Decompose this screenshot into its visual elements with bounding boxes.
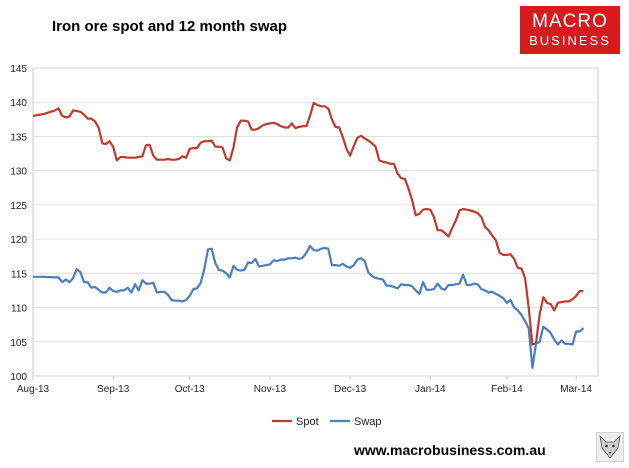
y-tick-label: 115 — [11, 269, 27, 280]
website-url: www.macrobusiness.com.au — [354, 442, 546, 458]
legend: Spot Swap — [272, 416, 382, 428]
y-tick-label: 140 — [10, 98, 27, 109]
x-tick-label: Feb-14 — [491, 384, 523, 395]
y-tick-label: 105 — [10, 338, 27, 349]
legend-label-spot: Spot — [296, 416, 319, 428]
series-line-swap — [33, 244, 585, 369]
x-axis: Aug-13 Sep-13 Oct-13 Nov-13 Dec-13 Jan-14 Feb-… — [17, 376, 592, 395]
x-tick-label: Nov-13 — [254, 384, 287, 395]
legend-label-swap: Swap — [354, 416, 382, 428]
x-tick-label: Oct-13 — [175, 384, 205, 395]
x-tick-label: Sep-13 — [97, 384, 130, 395]
x-tick-label: Mar-14 — [560, 384, 592, 395]
x-tick-label: Jan-14 — [415, 384, 446, 395]
y-tick-label: 145 — [10, 64, 27, 75]
y-tick-label: 100 — [10, 372, 27, 383]
y-tick-label: 120 — [10, 235, 27, 246]
series-line-spot — [32, 101, 584, 346]
logo-line-1: MACRO — [532, 11, 608, 32]
series-lines — [32, 101, 585, 369]
fox-mascot-icon — [596, 432, 624, 462]
chart-title: Iron ore spot and 12 month swap — [52, 18, 288, 35]
logo-line-2: BUSINESS — [529, 33, 611, 48]
y-axis: 100 105 110 115 120 125 130 135 140 145 — [10, 64, 27, 383]
x-tick-label: Dec-13 — [334, 384, 367, 395]
y-tick-label: 130 — [10, 167, 27, 178]
y-tick-label: 135 — [10, 132, 27, 143]
plot-frame — [32, 67, 599, 377]
macrobusiness-logo: MACRO BUSINESS — [520, 6, 620, 54]
y-tick-label: 110 — [11, 304, 27, 315]
y-tick-label: 125 — [10, 201, 27, 212]
gridlines — [32, 67, 599, 377]
x-tick-label: Aug-13 — [17, 384, 50, 395]
